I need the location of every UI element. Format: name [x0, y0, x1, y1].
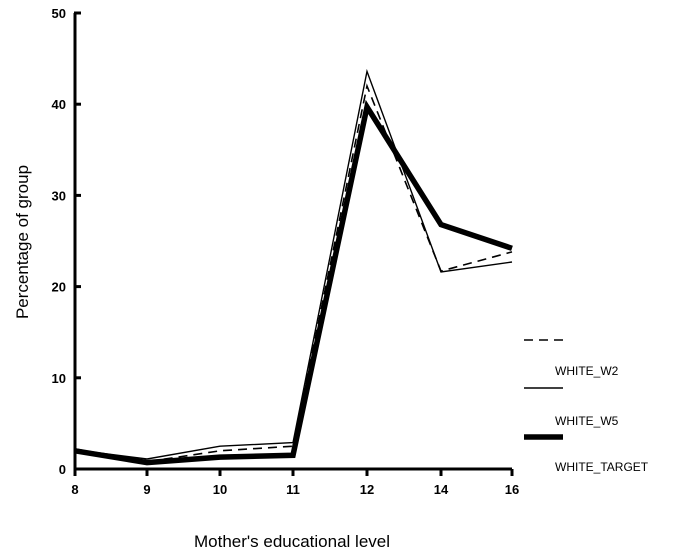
y-axis-title: Percentage of group — [13, 165, 32, 319]
legend-label: WHITE_TARGET — [555, 460, 649, 474]
x-axis-title: Mother's educational level — [194, 532, 390, 551]
x-tick-label: 9 — [143, 482, 150, 497]
series-lines — [74, 68, 513, 466]
series-line-white-w2 — [74, 83, 513, 463]
y-axis-ticks: 0 10 20 30 40 50 — [52, 6, 81, 477]
y-tick-label: 0 — [59, 462, 66, 477]
legend-label: WHITE_W2 — [555, 364, 619, 378]
y-tick-label: 40 — [52, 97, 66, 112]
y-tick-label: 30 — [52, 188, 66, 203]
series-line-white-target — [74, 99, 513, 466]
x-tick-label: 14 — [434, 482, 449, 497]
x-tick-label: 11 — [286, 482, 300, 497]
legend: WHITE_W2 WHITE_W5 WHITE_TARGET — [524, 339, 649, 474]
y-tick-label: 50 — [52, 6, 66, 21]
x-tick-label: 10 — [213, 482, 227, 497]
y-tick-label: 20 — [52, 280, 66, 295]
x-tick-label: 8 — [71, 482, 78, 497]
x-axis-ticks: 8 9 10 11 12 14 16 — [71, 469, 519, 497]
y-tick-label: 10 — [52, 371, 66, 386]
x-tick-label: 16 — [505, 482, 519, 497]
series-line-white-w5 — [74, 68, 513, 460]
x-tick-label: 12 — [360, 482, 374, 497]
legend-label: WHITE_W5 — [555, 414, 619, 428]
